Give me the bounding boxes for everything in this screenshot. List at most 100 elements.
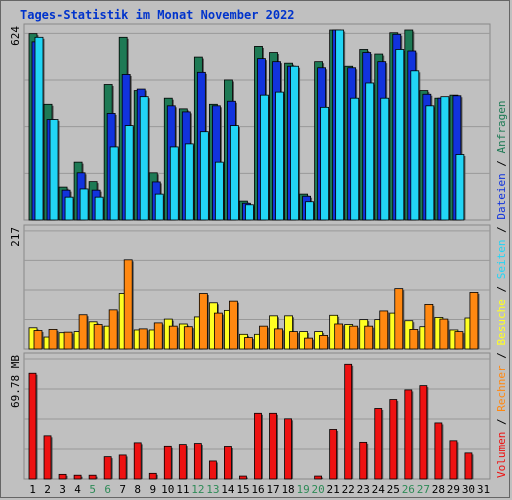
bar-volumen-day-5	[88, 474, 97, 480]
bar-rechner-day-1	[33, 330, 43, 350]
bar-rechner-day-10	[168, 325, 178, 350]
bar-rechner-day-24	[379, 310, 389, 350]
bar-seiten-day-1	[34, 36, 44, 221]
bar-rechner-day-3	[63, 331, 73, 350]
bar-rechner-day-26	[409, 329, 419, 350]
bar-volumen-day-9	[148, 472, 157, 480]
bar-rechner-day-28	[439, 318, 449, 350]
bar-volumen-day-2	[43, 435, 52, 480]
bar-seiten-day-16	[260, 94, 269, 221]
bar-seiten-day-11	[184, 143, 194, 221]
bar-volumen-day-27	[419, 385, 428, 480]
bar-rechner-day-4	[78, 314, 88, 350]
x-tick-label-day-19: 19	[296, 483, 309, 496]
legend-separator: /	[495, 346, 508, 366]
x-tick-label-day-3: 3	[59, 483, 66, 496]
y-max-label-top: 624	[9, 26, 22, 46]
bar-seiten-day-2	[49, 119, 59, 221]
bar-seiten-day-26	[410, 70, 420, 221]
bar-volumen-day-22	[344, 363, 353, 480]
bar-seiten-day-6	[109, 146, 119, 221]
y-max-label-middle: 217	[9, 227, 22, 247]
bar-seiten-day-4	[79, 188, 89, 221]
x-tick-label-day-14: 14	[221, 483, 235, 496]
bar-volumen-day-6	[103, 456, 112, 480]
x-tick-label-day-1: 1	[29, 483, 36, 496]
bar-volumen-day-4	[73, 474, 82, 480]
bar-volumen-day-16	[254, 412, 262, 480]
x-tick-label-day-9: 9	[149, 483, 156, 496]
bar-rechner-day-14	[229, 300, 238, 350]
bar-rechner-day-12	[198, 293, 208, 350]
bar-rechner-day-2	[48, 329, 58, 350]
bar-rechner-day-25	[394, 288, 404, 350]
x-tick-label-day-25: 25	[387, 483, 400, 496]
bar-rechner-day-18	[289, 331, 298, 350]
legend-item-volumen: Volumen	[495, 432, 508, 478]
x-tick-label-day-12: 12	[191, 483, 204, 496]
bar-seiten-day-8	[139, 96, 149, 221]
bar-rechner-day-6	[108, 309, 118, 350]
bar-seiten-day-15	[245, 204, 254, 221]
x-tick-label-day-31: 31	[477, 483, 490, 496]
legend-item-seiten: Seiten	[495, 240, 508, 280]
x-tick-label-day-21: 21	[327, 483, 340, 496]
bar-rechner-day-11	[183, 326, 193, 350]
x-tick-label-day-6: 6	[104, 483, 111, 496]
bar-seiten-day-18	[290, 65, 299, 221]
bar-seiten-day-21	[335, 29, 345, 221]
bar-volumen-day-15	[239, 475, 247, 480]
x-tick-label-day-30: 30	[462, 483, 475, 496]
x-tick-label-day-24: 24	[372, 483, 386, 496]
legend-separator: /	[495, 220, 508, 240]
bar-volumen-day-8	[133, 442, 142, 480]
x-tick-label-day-15: 15	[236, 483, 249, 496]
bar-volumen-day-13	[208, 460, 217, 480]
bar-rechner-day-16	[259, 325, 268, 350]
bar-seiten-day-24	[380, 97, 390, 221]
x-tick-label-day-20: 20	[312, 483, 325, 496]
legend-separator: /	[495, 279, 508, 299]
bar-volumen-day-21	[329, 429, 338, 480]
bar-rechner-day-29	[454, 331, 464, 350]
bar-rechner-day-5	[93, 324, 103, 350]
y-max-label-bottom: 69.78 MB	[9, 355, 22, 408]
bar-volumen-day-12	[193, 443, 202, 480]
x-tick-label-day-2: 2	[44, 483, 51, 496]
bar-rechner-day-21	[334, 323, 344, 350]
bar-volumen-day-7	[118, 454, 127, 480]
bar-seiten-day-29	[455, 154, 465, 221]
bar-rechner-day-15	[244, 337, 253, 350]
x-tick-label-day-16: 16	[251, 483, 264, 496]
x-tick-label-day-28: 28	[432, 483, 445, 496]
bar-rechner-day-17	[274, 328, 283, 350]
x-tick-label-day-4: 4	[74, 483, 81, 496]
x-tick-label-day-11: 11	[176, 483, 189, 496]
x-tick-label-day-18: 18	[281, 483, 294, 496]
legend: Volumen / Rechner / Besuche / Seiten / D…	[495, 100, 508, 478]
x-tick-label-day-29: 29	[447, 483, 460, 496]
bar-seiten-day-9	[154, 193, 164, 221]
bar-rechner-day-27	[424, 304, 434, 350]
bar-seiten-day-3	[64, 196, 74, 221]
bar-seiten-day-28	[440, 96, 450, 221]
bar-rechner-day-19	[304, 337, 313, 350]
x-tick-label-day-5: 5	[89, 483, 96, 496]
x-tick-label-day-7: 7	[119, 483, 126, 496]
bar-volumen-day-26	[404, 389, 413, 480]
x-tick-label-day-27: 27	[417, 483, 430, 496]
bar-seiten-day-7	[124, 125, 134, 221]
legend-item-rechner: Rechner	[495, 365, 508, 412]
bar-seiten-day-13	[214, 161, 224, 221]
bar-rechner-day-23	[364, 325, 374, 350]
legend-item-dateien: Dateien	[495, 173, 508, 219]
bar-volumen-day-25	[389, 399, 398, 480]
bar-rechner-day-22	[349, 325, 359, 350]
bar-volumen-day-3	[58, 473, 67, 480]
bar-seiten-day-14	[230, 125, 239, 221]
bar-volumen-day-29	[449, 440, 458, 480]
chart-title: Tages-Statistik im Monat November 2022	[20, 8, 295, 22]
x-tick-label-day-23: 23	[357, 483, 370, 496]
bar-rechner-day-20	[319, 335, 329, 350]
x-tick-label-day-13: 13	[206, 483, 219, 496]
